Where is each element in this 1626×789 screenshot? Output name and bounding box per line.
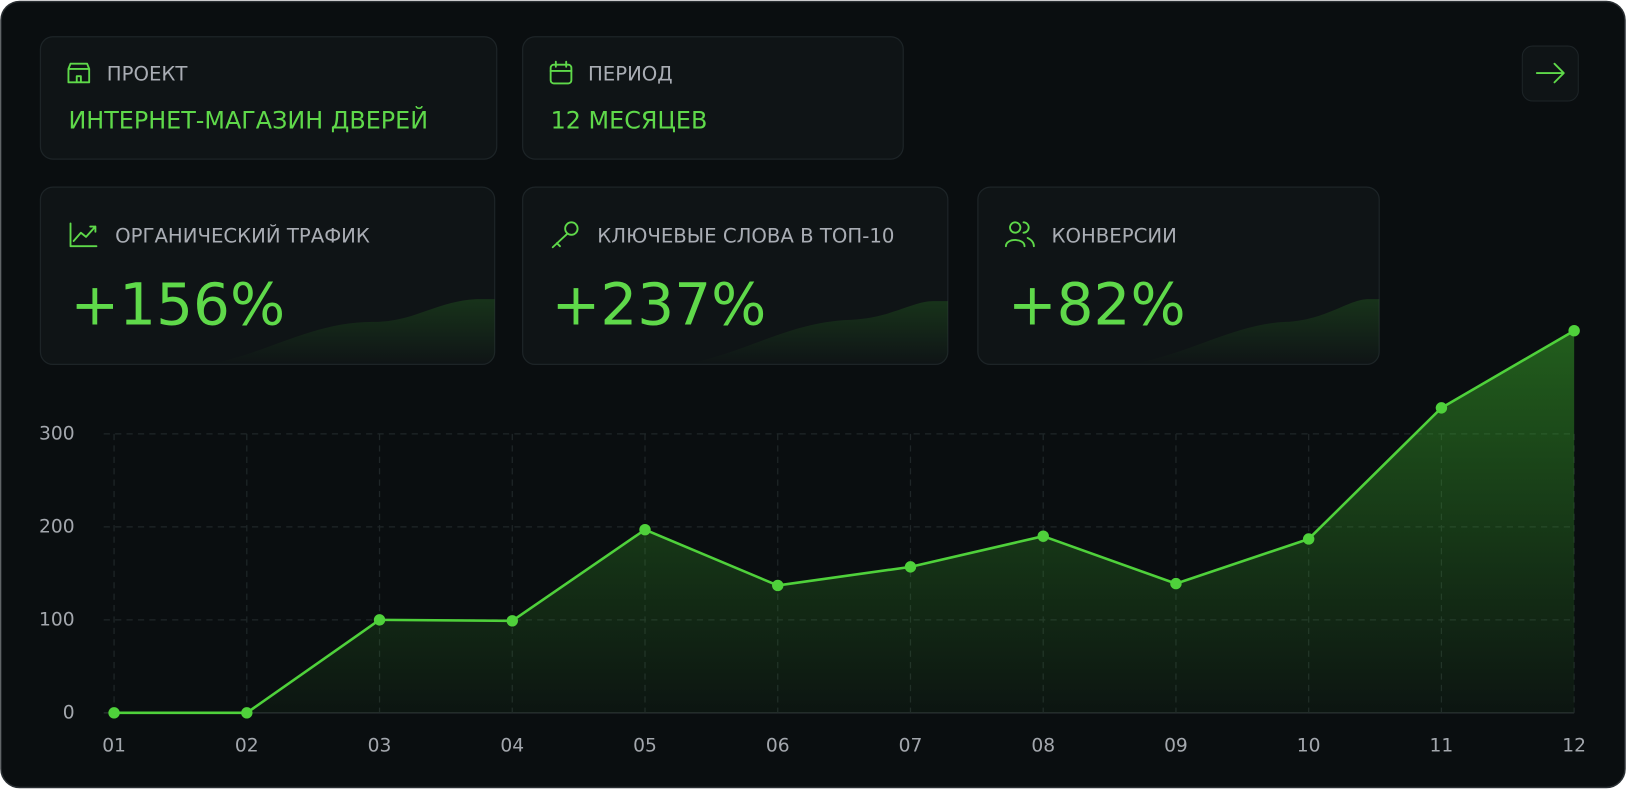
x-tick-label: 03	[368, 736, 392, 757]
area-fill	[114, 330, 1575, 713]
card-wave	[684, 301, 948, 365]
project-card	[39, 36, 498, 160]
point	[1302, 533, 1315, 545]
point	[108, 707, 120, 719]
point	[506, 615, 518, 627]
metric-value: +156%	[71, 271, 286, 339]
point	[772, 579, 784, 592]
users-icon	[1004, 221, 1035, 248]
point	[373, 614, 386, 626]
store-icon	[67, 62, 91, 84]
line	[114, 329, 1575, 715]
point	[904, 561, 917, 573]
point	[1435, 402, 1448, 414]
x-tick-label: 04	[500, 736, 524, 757]
card-wave	[207, 299, 495, 365]
y-tick-label: 0	[63, 702, 75, 723]
period-value: 12 МЕСЯЦЕВ	[551, 106, 708, 134]
x-tick-label: 07	[899, 736, 923, 757]
x-tick-label: 09	[1164, 736, 1188, 757]
key-icon	[551, 221, 579, 249]
y-tick-label: 200	[39, 516, 75, 537]
chart: 0 100 200 300 01 02 03 04 05 06 07 08 09 10 11 12	[39, 324, 1586, 757]
metric-label: КЛЮЧЕВЫЕ СЛОВА В ТОП-10	[597, 224, 894, 247]
x-tick-label: 02	[235, 736, 259, 757]
project-label: ПРОЕКТ	[107, 63, 189, 86]
point	[1170, 577, 1182, 590]
period-card	[522, 36, 904, 160]
metric-value: +82%	[1008, 271, 1186, 339]
y-tick-label: 100	[39, 609, 75, 630]
point	[639, 523, 651, 536]
point	[241, 707, 253, 719]
card-wave	[1130, 299, 1380, 365]
x-tick-label: 11	[1430, 736, 1454, 757]
y-tick-label: 300	[39, 423, 75, 444]
x-tick-label: 10	[1297, 736, 1321, 757]
metric-label: КОНВЕРСИИ	[1052, 224, 1177, 247]
calendar-icon	[549, 60, 573, 85]
project-value: ИНТЕРНЕТ-МАГАЗИН ДВЕРЕЙ	[68, 106, 428, 134]
x-tick-label: 05	[633, 736, 657, 757]
trend-icon	[69, 222, 98, 248]
x-tick-label: 01	[102, 736, 126, 757]
point	[1568, 324, 1580, 337]
metric-value: +237%	[552, 271, 767, 339]
x-tick-label: 06	[766, 736, 790, 757]
metric-label: ОРГАНИЧЕСКИЙ ТРАФИК	[115, 224, 370, 247]
period-label: ПЕРИОД	[588, 63, 673, 86]
point	[1037, 530, 1049, 542]
x-tick-label: 08	[1031, 736, 1055, 757]
arrow-icon	[1535, 62, 1565, 84]
x-tick-label: 12	[1562, 736, 1586, 757]
